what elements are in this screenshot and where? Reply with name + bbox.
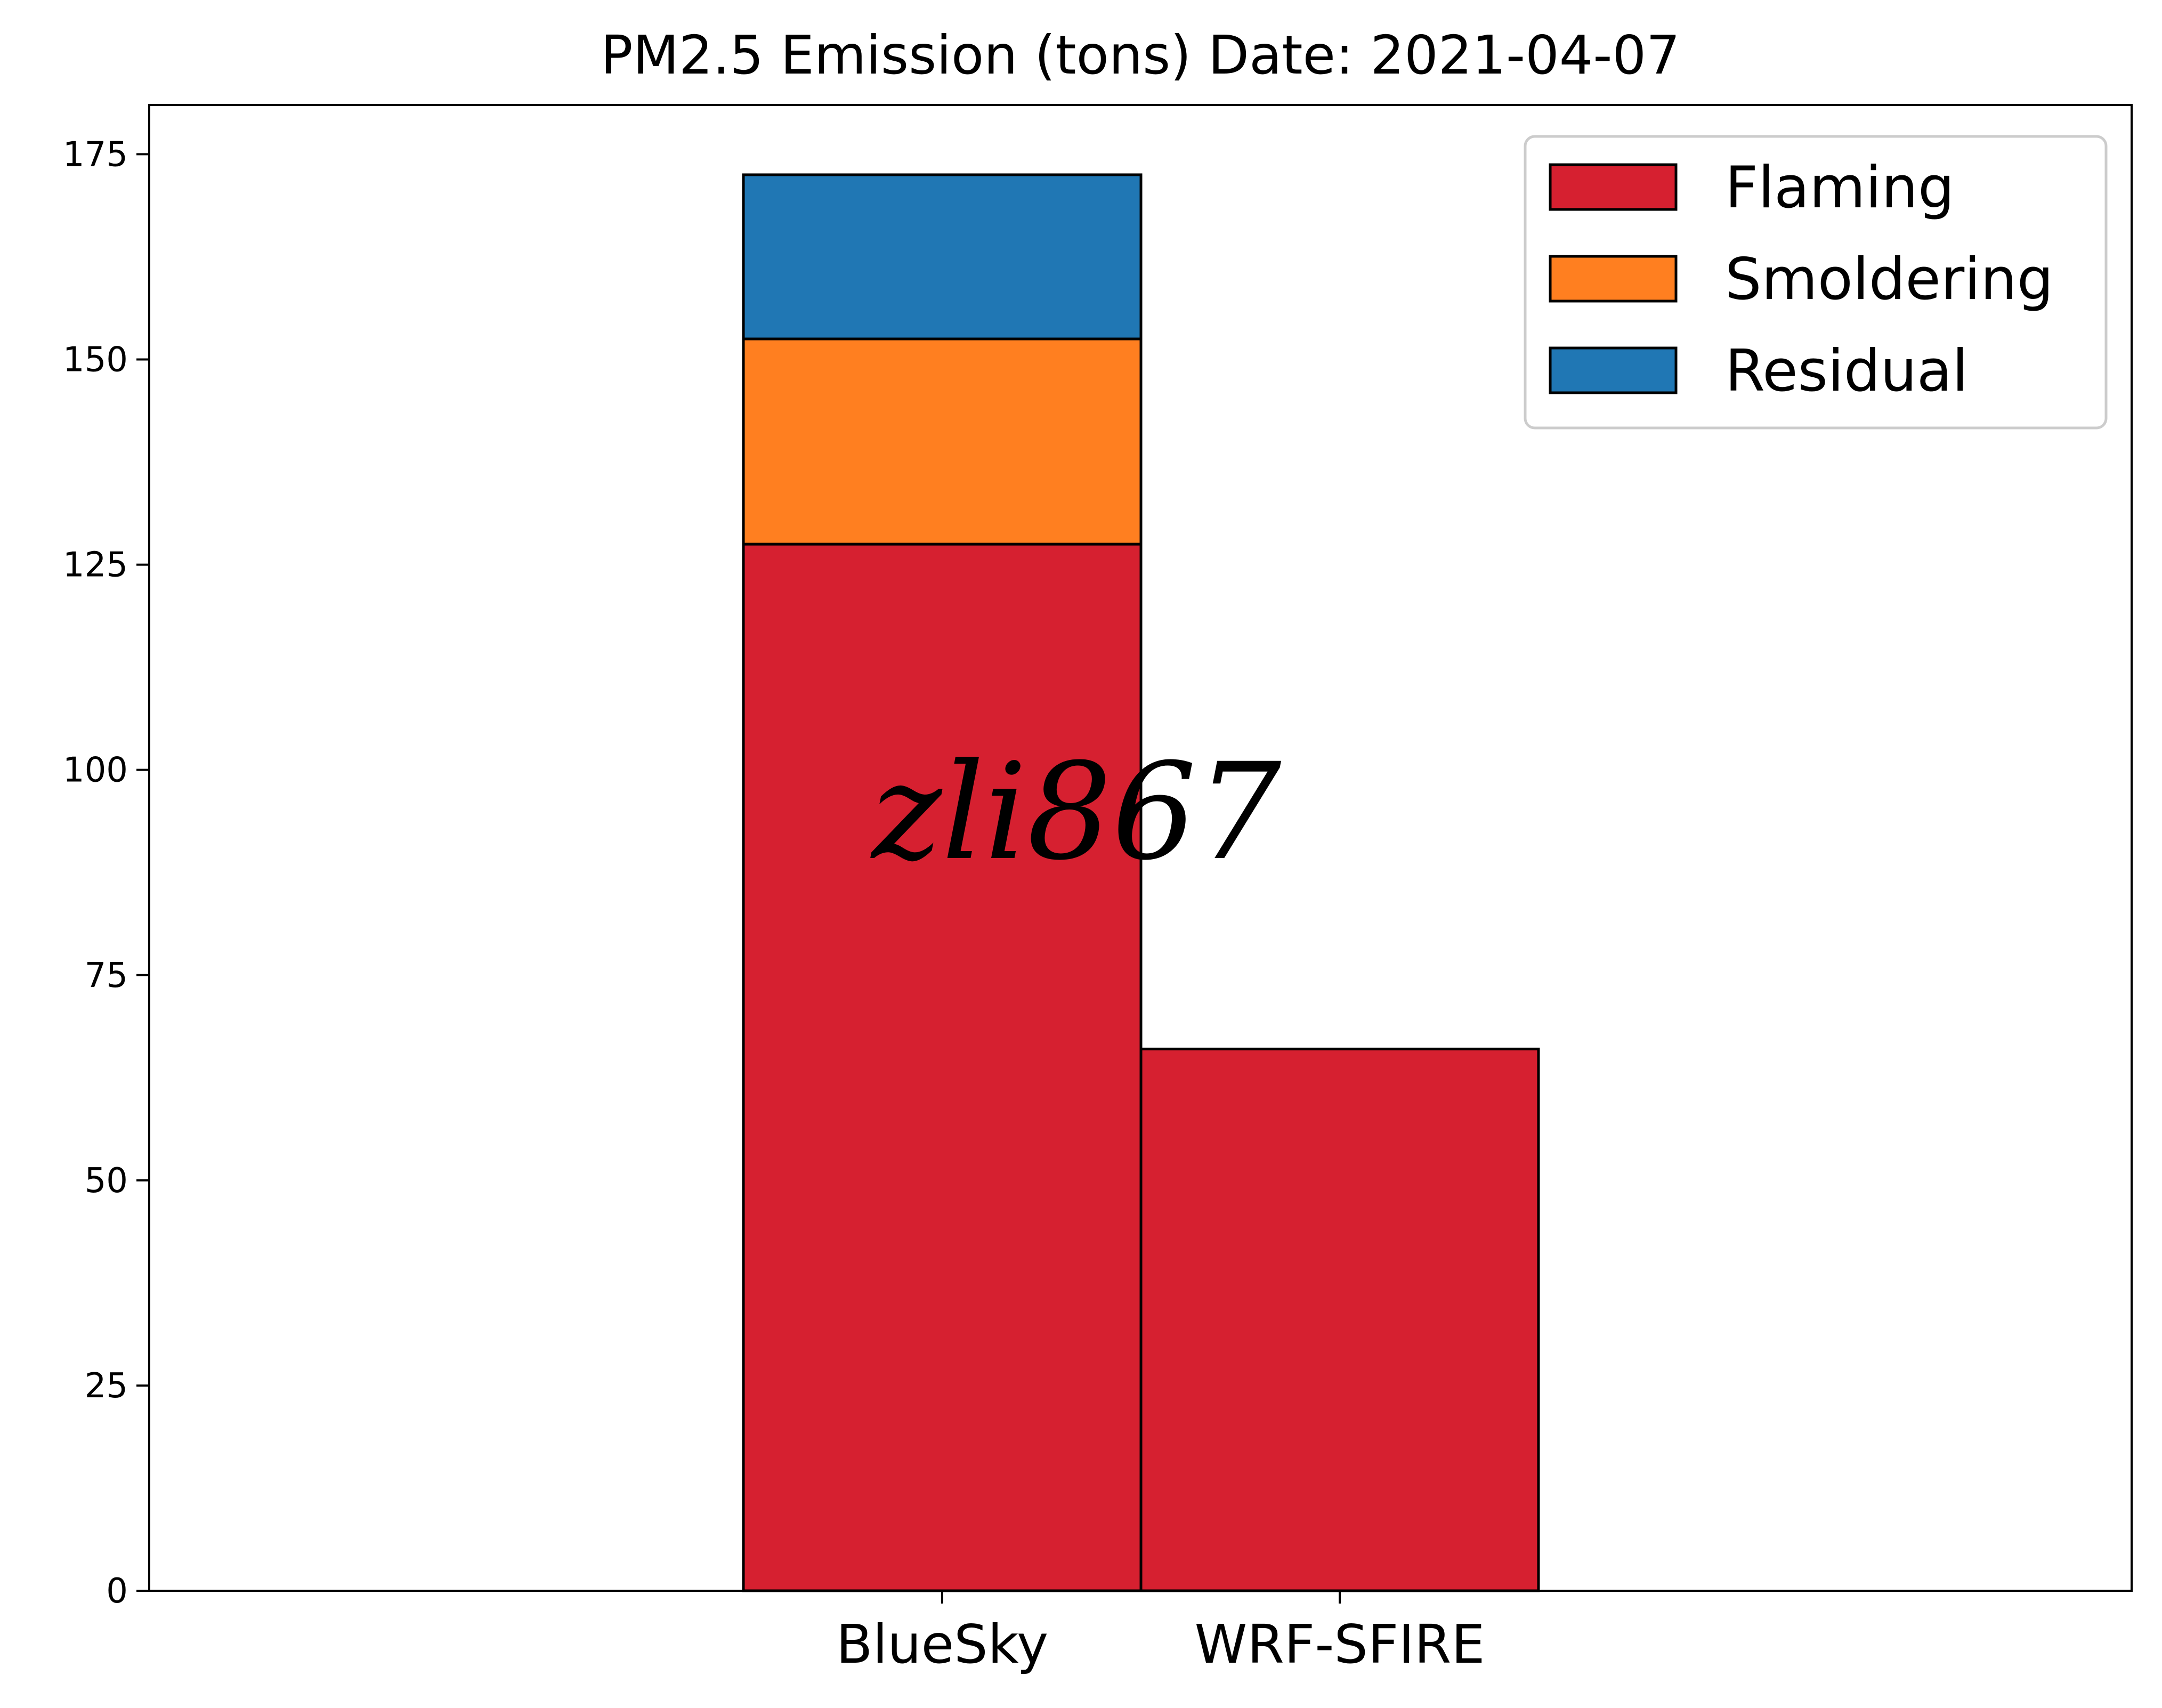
watermark-signature: zli867 xyxy=(870,734,1282,889)
legend-swatch-flaming xyxy=(1549,163,1678,211)
chart-title: PM2.5 Emission (tons) Date: 2021-04-07 xyxy=(601,24,1680,86)
legend-label-smoldering: Smoldering xyxy=(1725,246,2053,313)
y-axis: 0 25 50 75 100 125 150 175 xyxy=(63,135,149,1611)
y-tick-label: 100 xyxy=(63,751,128,790)
legend: Flaming Smoldering Residual xyxy=(1524,135,2108,430)
bar-wrf-sfire-flaming xyxy=(1139,1047,1540,1592)
legend-swatch-residual xyxy=(1549,346,1678,394)
y-tick-label: 25 xyxy=(85,1366,128,1406)
x-tick-label-bluesky: BlueSky xyxy=(836,1613,1048,1675)
legend-label-residual: Residual xyxy=(1725,338,1968,404)
bars-group xyxy=(742,173,1540,1592)
legend-swatch-smoldering xyxy=(1549,255,1678,303)
bar-bluesky-flaming xyxy=(742,543,1143,1592)
y-tick-label: 50 xyxy=(85,1161,128,1201)
plot-frame xyxy=(148,104,2133,1592)
legend-label-flaming: Flaming xyxy=(1725,155,1955,221)
y-tick-label: 175 xyxy=(63,135,128,174)
y-tick-label: 0 xyxy=(106,1572,128,1611)
y-tick-label: 150 xyxy=(63,341,128,380)
bar-bluesky-residual xyxy=(742,173,1143,341)
y-tick-label: 75 xyxy=(85,956,128,995)
x-axis: BlueSky WRF-SFIRE xyxy=(836,1591,1485,1675)
bar-bluesky-smoldering xyxy=(742,337,1143,546)
x-tick-label-wrf-sfire: WRF-SFIRE xyxy=(1194,1613,1485,1675)
y-tick-label: 125 xyxy=(63,546,128,585)
